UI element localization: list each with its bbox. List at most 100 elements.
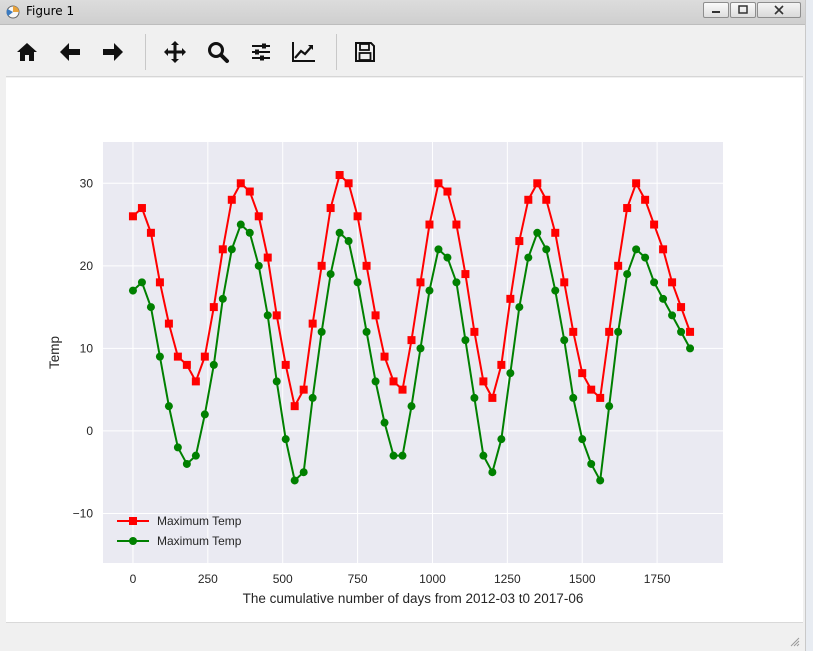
circle-marker xyxy=(659,294,668,303)
circle-marker xyxy=(587,459,596,468)
square-marker xyxy=(344,179,353,188)
circle-marker xyxy=(434,245,443,254)
circle-marker xyxy=(515,303,524,312)
square-marker xyxy=(632,179,641,188)
square-marker xyxy=(686,327,695,336)
square-marker xyxy=(299,385,308,394)
maximize-button[interactable] xyxy=(730,2,756,18)
square-marker xyxy=(524,195,533,204)
circle-marker xyxy=(218,294,227,303)
circle-marker xyxy=(128,286,137,295)
square-marker xyxy=(488,393,497,402)
home-button[interactable] xyxy=(12,37,42,67)
square-marker xyxy=(551,228,560,237)
square-marker xyxy=(677,303,686,312)
square-marker xyxy=(605,327,614,336)
circle-marker xyxy=(650,278,659,287)
background-window-edge xyxy=(806,0,813,651)
window-title: Figure 1 xyxy=(26,4,75,18)
series-1 xyxy=(128,171,695,411)
square-marker xyxy=(236,179,245,188)
y-axis-label: Temp xyxy=(47,336,62,369)
configure-subplots-button[interactable] xyxy=(246,37,276,67)
square-marker xyxy=(506,294,515,303)
x-tick-label: 0 xyxy=(130,572,137,586)
square-marker xyxy=(560,278,569,287)
square-marker xyxy=(533,179,542,188)
square-marker xyxy=(398,385,407,394)
circle-marker xyxy=(326,270,335,279)
square-marker xyxy=(128,212,137,221)
circle-marker xyxy=(524,253,533,262)
circle-marker xyxy=(470,393,479,402)
circle-marker xyxy=(605,402,614,411)
circle-marker xyxy=(452,278,461,287)
maximize-icon xyxy=(738,5,748,14)
circle-marker xyxy=(272,377,281,386)
circle-marker xyxy=(371,377,380,386)
circle-marker xyxy=(227,245,236,254)
square-marker xyxy=(659,245,668,254)
x-axis-label: The cumulative number of days from 2012-… xyxy=(243,591,584,606)
zoom-button[interactable] xyxy=(203,37,233,67)
square-marker xyxy=(362,261,371,270)
forward-button[interactable] xyxy=(98,37,128,67)
circle-marker xyxy=(677,327,686,336)
circle-marker xyxy=(299,468,308,477)
square-marker xyxy=(371,311,380,320)
square-marker xyxy=(650,220,659,229)
y-tick-label: −10 xyxy=(73,506,94,520)
square-marker xyxy=(407,336,416,345)
square-marker xyxy=(200,352,209,361)
square-marker xyxy=(245,187,254,196)
square-marker xyxy=(542,195,551,204)
circle-marker xyxy=(308,393,317,402)
circle-marker xyxy=(623,270,632,279)
legend-label: Maximum Temp xyxy=(157,534,242,548)
square-marker xyxy=(146,228,155,237)
square-marker xyxy=(281,360,290,369)
edit-axis-button[interactable] xyxy=(289,37,319,67)
circle-marker xyxy=(191,451,200,460)
circle-marker xyxy=(290,476,299,485)
legend-circle-marker xyxy=(129,537,137,545)
square-marker xyxy=(569,327,578,336)
circle-marker xyxy=(551,286,560,295)
square-marker xyxy=(137,204,146,213)
circle-marker xyxy=(668,311,677,320)
minimize-button[interactable] xyxy=(703,2,729,18)
square-marker xyxy=(614,261,623,270)
legend-square-marker xyxy=(129,517,137,525)
square-marker xyxy=(335,171,344,180)
square-marker xyxy=(209,303,218,312)
close-button[interactable] xyxy=(757,2,801,18)
circle-marker xyxy=(614,327,623,336)
square-marker xyxy=(308,319,317,328)
move-icon xyxy=(164,41,186,63)
circle-marker xyxy=(497,435,506,444)
pan-button[interactable] xyxy=(160,37,190,67)
square-marker xyxy=(461,270,470,279)
square-marker xyxy=(389,377,398,386)
circle-marker xyxy=(479,451,488,460)
circle-marker xyxy=(488,468,497,477)
square-marker xyxy=(164,319,173,328)
y-tick-label: 20 xyxy=(80,259,94,273)
back-button[interactable] xyxy=(55,37,85,67)
save-button[interactable] xyxy=(350,37,380,67)
square-marker xyxy=(641,195,650,204)
chart-svg: 0 250 500 750 1000 1250 1500 1750 −10 0 10 20 30 The … xyxy=(47,142,723,606)
circle-marker xyxy=(380,418,389,427)
square-marker xyxy=(326,204,335,213)
square-marker xyxy=(479,377,488,386)
square-marker xyxy=(290,402,299,411)
square-marker xyxy=(623,204,632,213)
figure-canvas[interactable]: 0 250 500 750 1000 1250 1500 1750 −10 0 10 20 30 The … xyxy=(6,78,803,622)
y-tick-label: 0 xyxy=(86,424,93,438)
square-marker xyxy=(353,212,362,221)
circle-marker xyxy=(263,311,272,320)
circle-marker xyxy=(398,451,407,460)
resize-grip-icon[interactable] xyxy=(790,637,800,647)
square-marker xyxy=(443,187,452,196)
x-tick-label: 1250 xyxy=(494,572,521,586)
